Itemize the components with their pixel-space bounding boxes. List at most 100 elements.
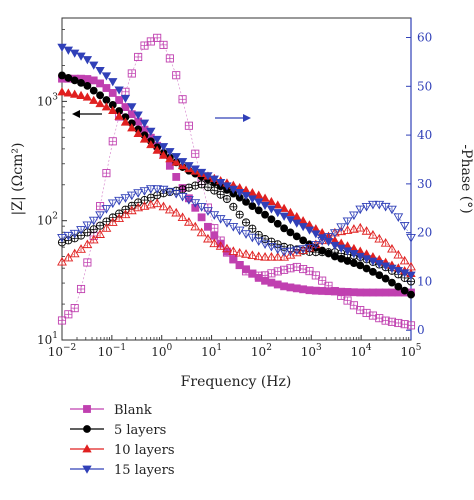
- left-y-axis-title: |Z| (Ωcm²): [10, 143, 26, 216]
- impedance-point: [393, 267, 403, 276]
- impedance-point: [261, 210, 269, 219]
- impedance-point: [146, 140, 156, 149]
- impedance-point: [146, 127, 156, 136]
- impedance-point: [299, 236, 308, 245]
- impedance-point: [375, 271, 384, 280]
- legend-label: Blank: [114, 403, 152, 418]
- impedance-point: [171, 153, 181, 162]
- x-tick-label: 102: [251, 343, 272, 359]
- impedance-point: [273, 219, 282, 228]
- impedance-point: [133, 111, 143, 120]
- impedance-point: [70, 89, 80, 98]
- x-tick-label: 100: [151, 343, 172, 359]
- series-10-layers-phase-line: [61, 203, 412, 268]
- impedance-point: [158, 150, 169, 159]
- impedance-point: [254, 190, 264, 199]
- right-y-tick-label: 40: [417, 128, 432, 142]
- impedance-point: [171, 157, 181, 166]
- impedance-point: [82, 56, 93, 65]
- impedance-point: [133, 128, 143, 138]
- impedance-point: [172, 173, 181, 181]
- impedance-point: [228, 185, 238, 194]
- impedance-point: [82, 92, 93, 101]
- impedance-point: [63, 88, 74, 97]
- impedance-point: [102, 84, 111, 92]
- legend-label: 15 layers: [114, 463, 175, 478]
- right-y-axis-title: -Phase (°): [458, 144, 474, 213]
- impedance-point: [114, 86, 124, 95]
- impedance-point: [139, 119, 150, 128]
- impedance-point: [381, 274, 390, 283]
- impedance-axis-arrow: [72, 110, 102, 118]
- impedance-point: [247, 195, 258, 204]
- right-y-tick-label: 60: [417, 31, 432, 45]
- phase-axis-arrow: [215, 114, 251, 122]
- legend-item-15-layers: 15 layers: [70, 463, 175, 478]
- impedance-point: [96, 79, 104, 88]
- impedance-point: [152, 145, 162, 154]
- impedance-point: [400, 286, 409, 295]
- impedance-point: [292, 232, 301, 241]
- impedance-point: [407, 290, 415, 299]
- impedance-point: [241, 192, 251, 201]
- impedance-point: [399, 269, 410, 278]
- impedance-point: [267, 215, 276, 224]
- impedance-point: [165, 154, 175, 163]
- impedance-point: [388, 278, 396, 287]
- impedance-point: [95, 99, 105, 108]
- impedance-point: [70, 49, 80, 58]
- legend-marker: [83, 425, 91, 433]
- impedance-point: [286, 228, 295, 237]
- impedance-point: [57, 43, 67, 52]
- impedance-point: [101, 72, 112, 81]
- legend-marker: [83, 405, 91, 413]
- impedance-point: [235, 188, 245, 198]
- impedance-point: [280, 224, 288, 233]
- left-y-tick-label: 103: [37, 92, 58, 108]
- impedance-point: [114, 111, 124, 120]
- impedance-point: [177, 158, 188, 167]
- impedance-point: [127, 103, 137, 112]
- impedance-point: [127, 123, 137, 132]
- x-tick-label: 10−1: [98, 343, 127, 359]
- impedance-point: [380, 262, 391, 271]
- impedance-point: [158, 143, 169, 152]
- impedance-point: [165, 148, 175, 157]
- x-tick-label: 10−2: [48, 343, 77, 359]
- impedance-point: [120, 94, 131, 104]
- right-y-tick-label: 10: [417, 274, 432, 288]
- x-axis-title: Frequency (Hz): [181, 374, 292, 390]
- right-y-tick-label: 20: [417, 226, 432, 240]
- data-series: [57, 33, 416, 330]
- series-5-layers-phase-line: [61, 184, 412, 282]
- impedance-point: [139, 134, 150, 143]
- legend-marker: [82, 444, 92, 453]
- impedance-point: [57, 87, 67, 96]
- impedance-point: [197, 213, 206, 222]
- legend-label: 5 layers: [114, 423, 166, 438]
- impedance-point: [342, 247, 353, 256]
- impedance-point: [285, 207, 296, 216]
- legend-item-blank: Blank: [70, 403, 152, 418]
- series-15-layers-phase: [57, 185, 416, 257]
- left-y-tick-label: 101: [37, 331, 58, 347]
- impedance-point: [355, 252, 365, 261]
- impedance-point: [330, 241, 340, 251]
- impedance-point: [369, 267, 377, 276]
- impedance-point: [361, 255, 372, 264]
- right-y-tick-label: 30: [417, 177, 432, 191]
- impedance-point: [76, 90, 86, 99]
- x-tick-label: 103: [301, 343, 322, 359]
- impedance-point: [152, 135, 162, 145]
- right-y-tick-label: 0: [417, 323, 425, 337]
- right-y-tick-label: 50: [417, 79, 432, 93]
- impedance-point: [279, 203, 289, 212]
- series-15-layers-impedance: [57, 43, 416, 280]
- impedance-point: [254, 206, 263, 215]
- left-y-tick-label: 102: [37, 212, 58, 228]
- legend-marker: [82, 465, 92, 474]
- impedance-point: [77, 78, 85, 87]
- impedance-point: [374, 260, 384, 269]
- series-10-layers-impedance: [57, 87, 416, 278]
